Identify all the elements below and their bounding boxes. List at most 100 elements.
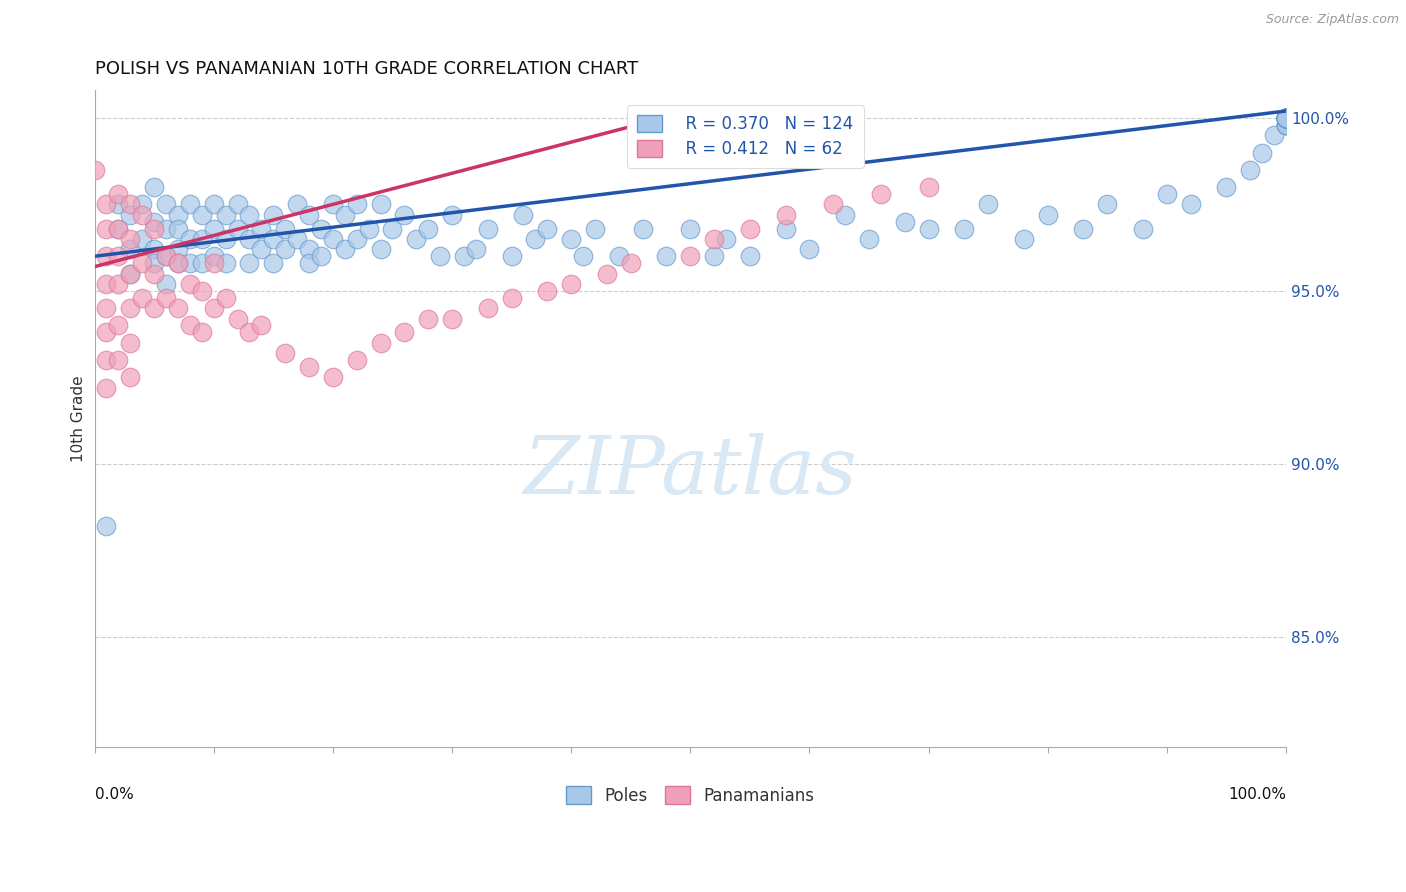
Point [394,208,416,222]
Point [167,256,190,270]
Point [346,197,368,211]
Point [370,243,392,257]
Point [191,284,214,298]
Point [285,197,308,211]
Point [120,232,142,246]
Point [572,249,595,263]
Point [738,221,761,235]
Point [703,232,725,246]
Point [298,243,321,257]
Point [96,249,118,263]
Point [131,197,153,211]
Point [262,232,284,246]
Point [120,208,142,222]
Point [214,256,236,270]
Point [501,291,523,305]
Point [96,326,118,340]
Point [250,243,273,257]
Point [1036,208,1059,222]
Point [1275,111,1298,125]
Point [202,197,225,211]
Point [823,197,845,211]
Point [524,232,547,246]
Point [1180,197,1202,211]
Point [1275,111,1298,125]
Point [167,243,190,257]
Point [1097,197,1119,211]
Point [155,249,177,263]
Point [464,243,486,257]
Point [1275,111,1298,125]
Point [202,256,225,270]
Point [143,301,166,315]
Point [167,256,190,270]
Point [536,221,558,235]
Point [1275,111,1298,125]
Point [143,180,166,194]
Point [440,208,463,222]
Point [512,208,534,222]
Point [1251,145,1274,160]
Point [107,187,129,202]
Point [1239,162,1261,177]
Point [96,197,118,211]
Point [143,243,166,257]
Point [1275,111,1298,125]
Point [298,256,321,270]
Point [143,215,166,229]
Point [418,221,440,235]
Point [120,301,142,315]
Point [1275,118,1298,132]
Point [1263,128,1285,143]
Point [394,326,416,340]
Point [309,249,332,263]
Point [214,291,236,305]
Point [96,353,118,368]
Point [120,267,142,281]
Point [1132,221,1154,235]
Point [346,353,368,368]
Point [429,249,451,263]
Point [370,335,392,350]
Point [143,221,166,235]
Point [477,221,499,235]
Point [120,197,142,211]
Point [155,197,177,211]
Text: ZIPatlas: ZIPatlas [523,433,858,510]
Point [155,291,177,305]
Point [131,256,153,270]
Point [191,326,214,340]
Point [155,221,177,235]
Point [179,197,201,211]
Point [1275,111,1298,125]
Point [107,249,129,263]
Point [96,519,118,533]
Point [96,301,118,315]
Point [167,221,190,235]
Point [560,232,582,246]
Point [953,221,976,235]
Point [418,311,440,326]
Text: 0.0%: 0.0% [94,787,134,802]
Point [191,232,214,246]
Point [298,208,321,222]
Point [131,291,153,305]
Point [107,318,129,333]
Point [1275,111,1298,125]
Point [775,221,797,235]
Point [333,208,356,222]
Point [226,197,249,211]
Point [738,249,761,263]
Point [1275,111,1298,125]
Point [274,346,297,360]
Point [262,256,284,270]
Point [607,249,630,263]
Point [120,370,142,384]
Point [274,243,297,257]
Point [620,256,643,270]
Point [298,359,321,374]
Point [274,221,297,235]
Point [191,256,214,270]
Point [202,221,225,235]
Point [679,221,702,235]
